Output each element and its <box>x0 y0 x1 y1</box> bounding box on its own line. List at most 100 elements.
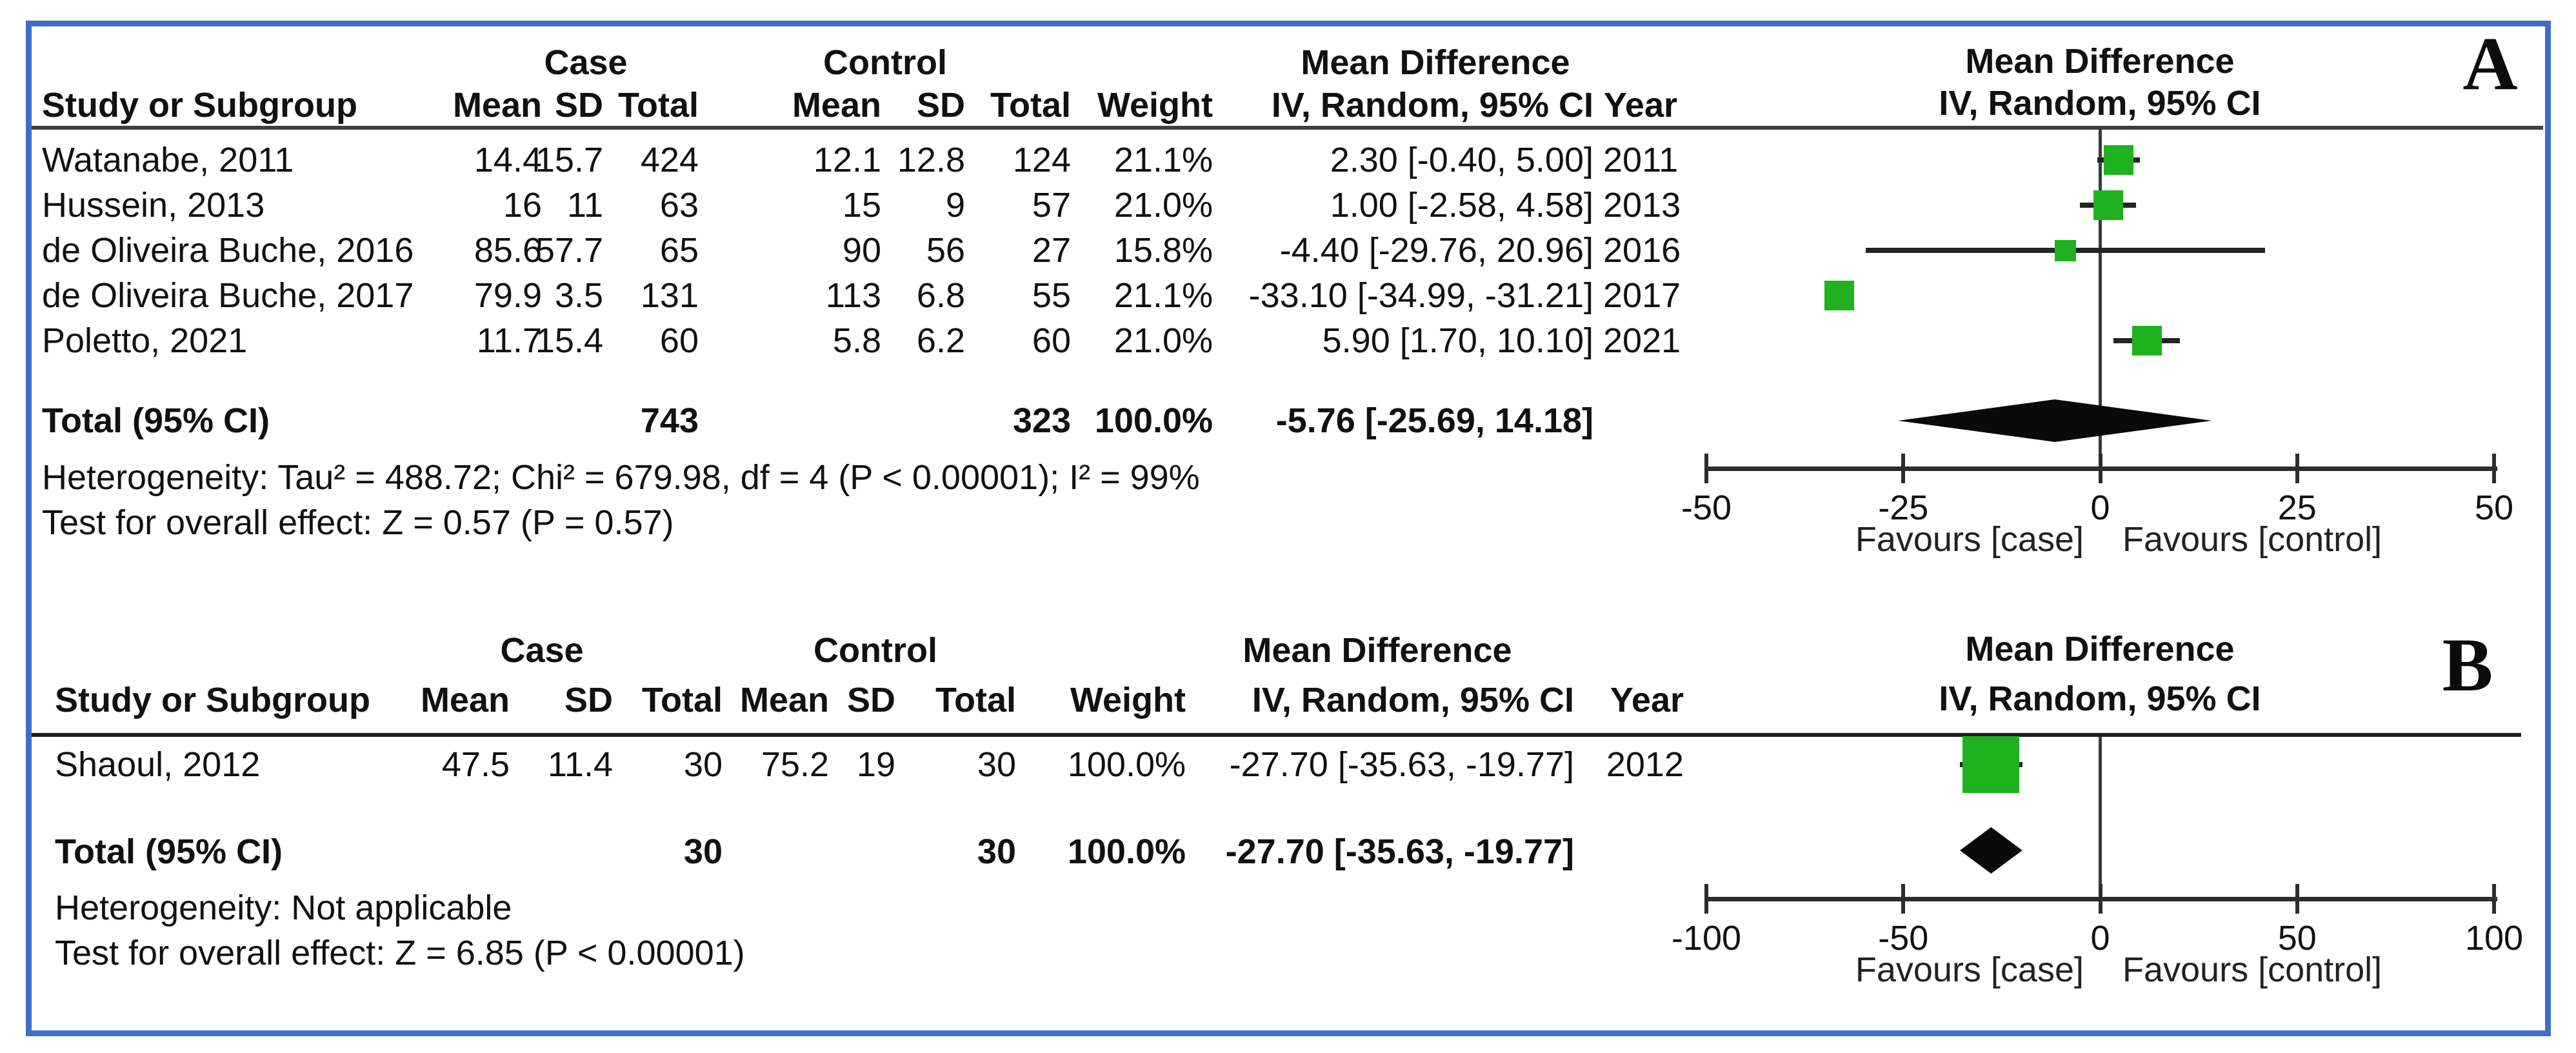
col-header-case-sd: SD <box>564 681 613 719</box>
table-cell-ctrl-sd: 6.8 <box>916 276 965 315</box>
table-cell-ci-text: -27.70 [-35.63, -19.77] <box>1229 745 1574 784</box>
axis-tick-label: 25 <box>2277 488 2317 527</box>
heterogeneity-text: Heterogeneity: Not applicable <box>55 888 512 927</box>
plot-header-mean-difference: Mean Difference <box>1965 630 2235 668</box>
col-header-weight: Weight <box>1097 86 1213 125</box>
table-cell-study-name: de Oliveira Buche, 2016 <box>42 231 414 270</box>
header-rule <box>32 733 2521 737</box>
axis-tick-label: 0 <box>2090 919 2110 958</box>
axis-tick-label: -50 <box>1878 919 1929 958</box>
table-cell-weight: 15.8% <box>1113 231 1213 270</box>
table-cell-case-total: 424 <box>640 141 699 179</box>
table-cell-ctrl-mean: 113 <box>825 276 881 315</box>
table-cell-weight: 21.1% <box>1113 141 1213 179</box>
total-label: Total (95% CI) <box>55 832 283 871</box>
total-ci: -5.76 [-25.69, 14.18] <box>1275 401 1593 440</box>
table-cell-case-mean: 16 <box>503 186 542 225</box>
col-header-study: Study or Subgroup <box>55 681 370 719</box>
table-cell-case-mean: 14.4 <box>474 141 542 179</box>
table-cell-ctrl-mean: 12.1 <box>813 141 881 179</box>
axis-tick-label: 0 <box>2090 488 2110 527</box>
table-cell-ctrl-sd: 12.8 <box>897 141 965 179</box>
group-header-control: Control <box>814 631 937 670</box>
plot-header-effect-model: IV, Random, 95% CI <box>1939 679 2261 718</box>
table-cell-weight: 100.0% <box>1067 745 1186 784</box>
col-header-case-total: Total <box>642 681 723 719</box>
total-case-n: 30 <box>683 832 723 871</box>
group-header-mean-difference: Mean Difference <box>1243 631 1512 670</box>
col-header-ctrl-total: Total <box>990 86 1071 125</box>
table-cell-ctrl-sd: 56 <box>926 231 965 270</box>
col-header-year: Year <box>1603 86 1677 125</box>
zero-line <box>2099 130 2102 469</box>
heterogeneity-text: Heterogeneity: Tau² = 488.72; Chi² = 679… <box>42 458 1200 497</box>
group-header-control: Control <box>823 43 947 82</box>
col-header-case-mean: Mean <box>420 681 510 719</box>
overall-effect-text: Test for overall effect: Z = 0.57 (P = 0… <box>42 503 674 542</box>
effect-square <box>1824 281 1855 310</box>
axis-tick <box>2492 454 2496 483</box>
table-cell-ci-text: -4.40 [-29.76, 20.96] <box>1279 231 1593 270</box>
table-cell-weight: 21.1% <box>1113 276 1213 315</box>
table-cell-case-total: 30 <box>683 745 723 784</box>
axis-tick-label: 50 <box>2277 919 2317 958</box>
col-header-ci: IV, Random, 95% CI <box>1271 86 1593 125</box>
axis-tick-label: 50 <box>2474 488 2514 527</box>
header-rule <box>32 126 2543 130</box>
col-header-year: Year <box>1610 681 1684 719</box>
group-header-case: Case <box>544 43 628 82</box>
axis-tick <box>2098 884 2102 914</box>
table-cell-ci-text: 5.90 [1.70, 10.10] <box>1322 321 1593 360</box>
table-cell-ctrl-total: 124 <box>1012 141 1071 179</box>
table-cell-case-sd: 15.4 <box>535 321 603 360</box>
table-cell-study-name: Shaoul, 2012 <box>55 745 261 784</box>
table-cell-ctrl-total: 27 <box>1032 231 1071 270</box>
table-cell-ci-text: 1.00 [-2.58, 4.58] <box>1330 186 1593 225</box>
axis-tick-label: 100 <box>2464 919 2524 958</box>
effect-square <box>1962 736 2020 793</box>
pooled-diamond <box>1959 827 2022 874</box>
table-cell-case-total: 131 <box>640 276 699 315</box>
axis-tick <box>1704 454 1708 483</box>
axis-tick <box>2295 454 2299 483</box>
table-cell-ctrl-total: 55 <box>1032 276 1071 315</box>
table-cell-year: 2017 <box>1603 276 1681 315</box>
table-cell-ctrl-total: 60 <box>1032 321 1071 360</box>
col-header-ctrl-mean: Mean <box>792 86 881 125</box>
table-cell-ctrl-sd: 9 <box>945 186 965 225</box>
table-cell-year: 2016 <box>1603 231 1681 270</box>
table-cell-ci-text: -33.10 [-34.99, -31.21] <box>1248 276 1593 315</box>
table-cell-case-total: 65 <box>659 231 699 270</box>
table-cell-ctrl-mean: 5.8 <box>832 321 881 360</box>
favours-right-label: Favours [control] <box>2122 520 2382 559</box>
table-cell-ci-text: 2.30 [-0.40, 5.00] <box>1330 141 1593 179</box>
col-header-weight: Weight <box>1070 681 1186 719</box>
table-cell-ctrl-sd: 19 <box>856 745 895 784</box>
overall-effect-text: Test for overall effect: Z = 6.85 (P < 0… <box>55 934 745 972</box>
col-header-case-mean: Mean <box>452 86 542 125</box>
axis-tick <box>1901 454 1906 483</box>
axis-tick-label: -50 <box>1681 488 1732 527</box>
zero-line <box>2099 737 2102 898</box>
table-cell-year: 2012 <box>1606 745 1684 784</box>
col-header-ctrl-mean: Mean <box>739 681 829 719</box>
axis-tick <box>2492 884 2496 914</box>
table-cell-weight: 21.0% <box>1113 321 1213 360</box>
table-cell-case-mean: 85.6 <box>474 231 542 270</box>
panel-b-label: B <box>2442 623 2493 707</box>
figure-border <box>26 21 2551 1036</box>
axis-tick-label: -100 <box>1671 919 1742 958</box>
col-header-ctrl-sd: SD <box>916 86 965 125</box>
col-header-study: Study or Subgroup <box>42 86 357 125</box>
axis-tick-label: -25 <box>1878 488 1929 527</box>
table-cell-ctrl-mean: 90 <box>842 231 881 270</box>
table-cell-case-total: 60 <box>659 321 699 360</box>
table-cell-study-name: Poletto, 2021 <box>42 321 248 360</box>
table-cell-case-mean: 79.9 <box>474 276 542 315</box>
total-weight: 100.0% <box>1067 832 1186 871</box>
effect-square <box>2103 145 2133 175</box>
table-cell-case-sd: 57.7 <box>535 231 603 270</box>
total-label: Total (95% CI) <box>42 401 270 440</box>
